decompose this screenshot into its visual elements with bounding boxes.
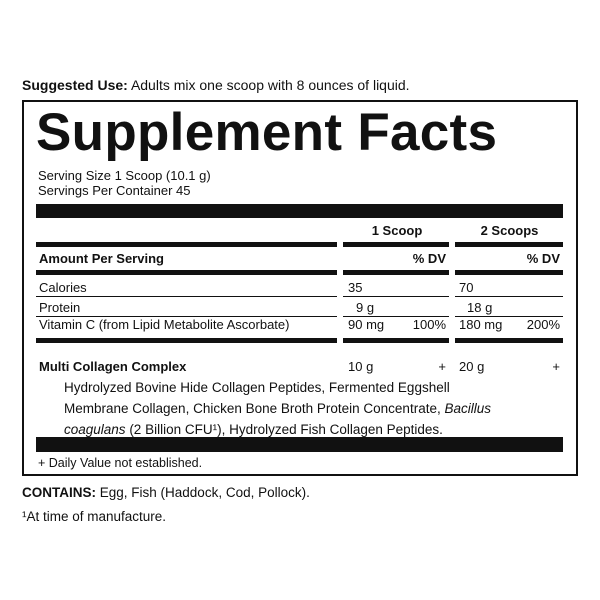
amount-header: Amount Per Serving	[39, 251, 164, 266]
amount: 35	[348, 280, 363, 295]
contains-text: Egg, Fish (Haddock, Cod, Pollock).	[99, 485, 310, 500]
amount: 9 g	[356, 300, 375, 315]
amount: 18 g	[467, 300, 493, 315]
dv-header: % DV	[526, 251, 560, 266]
facts-box	[22, 100, 578, 476]
dv: +	[552, 359, 560, 374]
amount-header-row: Amount Per Serving % DV % DV	[36, 251, 563, 275]
suggested-use-text: Adults mix one scoop with 8 ounces of li…	[130, 77, 410, 93]
blend-name: Multi Collagen Complex	[39, 359, 187, 374]
amount: 90 mg	[348, 317, 385, 332]
serving-info: Serving Size 1 Scoop (10.1 g) Servings P…	[38, 168, 211, 198]
footnote: + Daily Value not established.	[38, 456, 203, 470]
dv-header: % DV	[412, 251, 446, 266]
amount: 10 g	[348, 359, 374, 374]
serving-size: Serving Size 1 Scoop (10.1 g)	[38, 168, 211, 183]
contains-label: CONTAINS:	[22, 485, 96, 500]
amount: 20 g	[459, 359, 485, 374]
column-header-row: 1 Scoop 2 Scoops	[36, 223, 563, 247]
nutrient-row: Calories 35 70	[36, 278, 563, 297]
dv: 100%	[412, 317, 446, 332]
dv: +	[438, 359, 446, 374]
blend-row: Multi Collagen Complex 10 g + 20 g +	[36, 357, 563, 375]
nutrient-row: Vitamin C (from Lipid Metabolite Ascorba…	[36, 317, 563, 343]
amount: 180 mg	[459, 317, 503, 332]
ingredients-italic: Bacillus coagulans	[64, 401, 491, 437]
thick-bar	[36, 204, 563, 218]
ingredients-text: (2 Billion CFU¹), Hydrolyzed Fish Collag…	[125, 422, 443, 437]
dv: 200%	[526, 317, 560, 332]
column-header: 1 Scoop	[371, 223, 423, 238]
nutrient-name: Protein	[39, 300, 81, 315]
servings-per-container: Servings Per Container 45	[38, 183, 191, 198]
facts-title: Supplement Facts	[36, 103, 498, 162]
nutrient-name: Calories	[39, 280, 87, 295]
suggested-use-label: Suggested Use:	[22, 77, 128, 93]
thick-bar	[36, 437, 563, 452]
column-header: 2 Scoops	[480, 223, 539, 238]
contains: CONTAINS: Egg, Fish (Haddock, Cod, Pollo…	[22, 485, 310, 500]
nutrient-name: Vitamin C (from Lipid Metabolite Ascorba…	[39, 317, 290, 332]
blend-ingredients: Hydrolyzed Bovine Hide Collagen Peptides…	[64, 377, 504, 440]
nutrient-row: Protein 9 g 18 g	[36, 298, 563, 317]
suggested-use: Suggested Use: Adults mix one scoop with…	[22, 77, 410, 93]
amount: 70	[459, 280, 474, 295]
manufacture-note: ¹At time of manufacture.	[22, 509, 167, 524]
ingredients-text: Hydrolyzed Bovine Hide Collagen Peptides…	[64, 380, 450, 416]
